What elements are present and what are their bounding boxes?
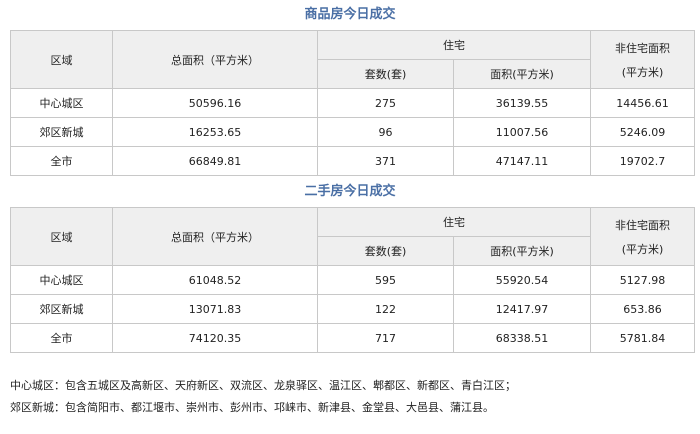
table-cell: 66849.81 [112,146,318,176]
table-cell: 96 [317,117,454,147]
header-nonresidential: 非住宅面积 (平方米) [590,30,695,89]
table-cell: 653.86 [590,294,695,324]
table-cell: 371 [317,146,454,176]
table-cell: 74120.35 [112,323,318,353]
table-cell: 595 [317,265,454,295]
second-hand-table: 区域 总面积（平方米） 住宅 非住宅面积 (平方米) 套数(套) 面积(平方米) 中… [10,207,695,353]
footnote: 中心城区：包含五城区及高新区、天府新区、双流区、龙泉驿区、温江区、郫都区、新都区… [10,379,516,392]
header-res-area: 面积(平方米) [453,236,591,266]
header-residential: 住宅 [317,30,591,60]
header-region: 区域 [10,30,113,89]
table-cell: 55920.54 [453,265,591,295]
table-cell: 16253.65 [112,117,318,147]
table-cell: 5127.98 [590,265,695,295]
header-region: 区域 [10,207,113,266]
header-nonresidential: 非住宅面积 (平方米) [590,207,695,266]
table-cell: 5781.84 [590,323,695,353]
table-cell: 11007.56 [453,117,591,147]
table-row: 全市 66849.81 371 47147.11 19702.7 [10,146,695,176]
table-cell: 中心城区 [10,88,113,118]
header-res-area: 面积(平方米) [453,59,591,89]
header-units: 套数(套) [317,59,454,89]
table-cell: 14456.61 [590,88,695,118]
footnote: 郊区新城：包含简阳市、都江堰市、崇州市、彭州市、邛崃市、新津县、金堂县、大邑县、… [10,401,494,414]
table-cell: 郊区新城 [10,294,113,324]
table-cell: 19702.7 [590,146,695,176]
table-cell: 12417.97 [453,294,591,324]
table-title: 商品房今日成交 [304,7,396,22]
table-cell: 122 [317,294,454,324]
header-nonres-line1: 非住宅面积 [615,218,670,232]
header-total-area: 总面积（平方米） [112,207,318,266]
table-row: 中心城区 61048.52 595 55920.54 5127.98 [10,265,695,295]
table-cell: 13071.83 [112,294,318,324]
table-cell: 郊区新城 [10,117,113,147]
table-row: 全市 74120.35 717 68338.51 5781.84 [10,323,695,353]
new-home-table: 区域 总面积（平方米） 住宅 非住宅面积 (平方米) 套数(套) 面积(平方米) 中… [10,30,695,176]
table-row: 郊区新城 13071.83 122 12417.97 653.86 [10,294,695,324]
table-cell: 全市 [10,323,113,353]
table-row: 郊区新城 16253.65 96 11007.56 5246.09 [10,117,695,147]
header-units: 套数(套) [317,236,454,266]
table-cell: 275 [317,88,454,118]
header-residential: 住宅 [317,207,591,237]
table-cell: 5246.09 [590,117,695,147]
header-total-area: 总面积（平方米） [112,30,318,89]
table-cell: 36139.55 [453,88,591,118]
table-cell: 61048.52 [112,265,318,295]
table-cell: 全市 [10,146,113,176]
header-nonres-line2: (平方米) [621,65,664,79]
header-nonres-line2: (平方米) [621,242,664,256]
table-row: 中心城区 50596.16 275 36139.55 14456.61 [10,88,695,118]
table-cell: 717 [317,323,454,353]
table-title: 二手房今日成交 [304,184,396,199]
table-cell: 47147.11 [453,146,591,176]
table-cell: 68338.51 [453,323,591,353]
table-cell: 50596.16 [112,88,318,118]
header-nonres-line1: 非住宅面积 [615,41,670,55]
footnotes: 中心城区：包含五城区及高新区、天府新区、双流区、龙泉驿区、温江区、郫都区、新都区… [0,375,700,419]
table-cell: 中心城区 [10,265,113,295]
